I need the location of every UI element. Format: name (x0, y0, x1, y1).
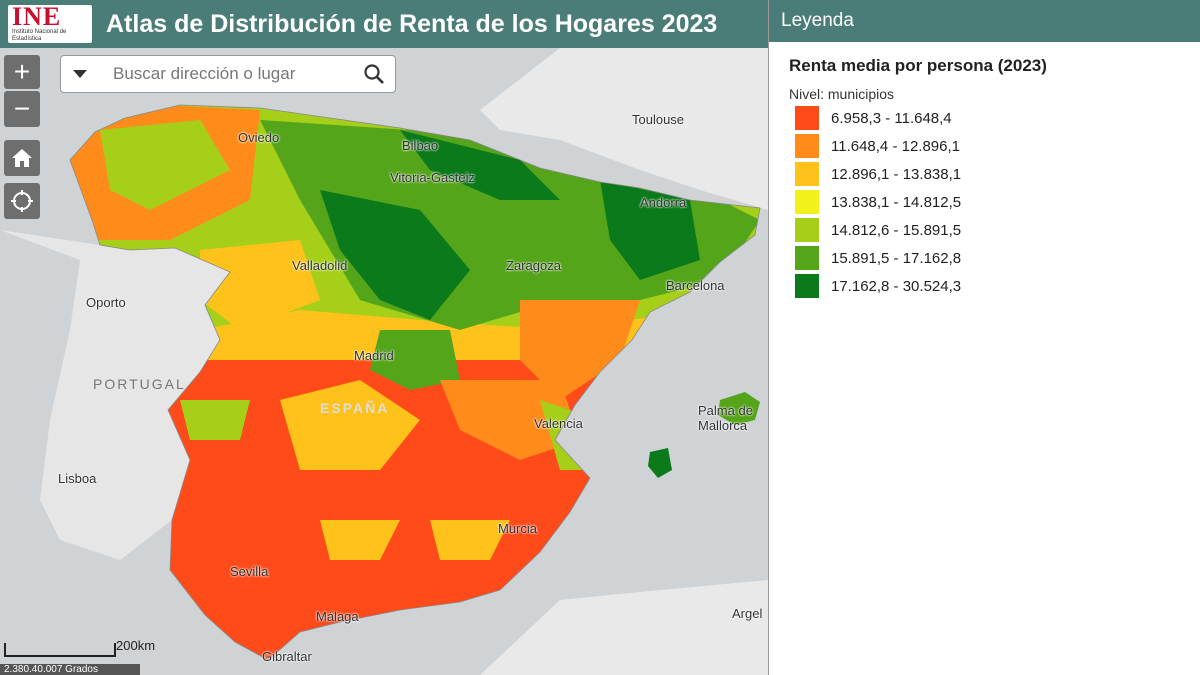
legend-row: 17.162,8 - 30.524,3 (795, 274, 1200, 298)
label-oviedo: Oviedo (238, 130, 280, 145)
legend-range-label: 13.838,1 - 14.812,5 (831, 193, 962, 211)
legend-swatch (795, 162, 819, 186)
legend-subtitle: Renta media por persona (2023) (789, 56, 1047, 75)
logo-text: INE (12, 2, 62, 31)
label-toulouse: Toulouse (632, 112, 685, 127)
map-view[interactable]: Oviedo Bilbao Vitoria-Gasteiz Toulouse A… (0, 48, 768, 675)
legend-range-label: 14.812,6 - 15.891,5 (831, 221, 962, 239)
legend-row: 11.648,4 - 12.896,1 (795, 134, 1200, 158)
label-andorra: Andorra (640, 195, 687, 210)
label-palma: Palma de Mallorca (698, 403, 753, 433)
search-box[interactable]: Buscar dirección o lugar (60, 55, 396, 93)
label-sevilla: Sevilla (230, 564, 269, 579)
legend-row: 13.838,1 - 14.812,5 (795, 190, 1200, 214)
legend-row: 14.812,6 - 15.891,5 (795, 218, 1200, 242)
scale-bar (4, 643, 116, 657)
label-valencia: Valencia (534, 416, 583, 431)
legend-title: Leyenda (769, 0, 1200, 42)
label-portugal: PORTUGAL (93, 376, 186, 392)
label-gibraltar: Gibraltar (262, 649, 312, 664)
legend-swatch (795, 246, 819, 270)
label-bilbao: Bilbao (402, 138, 439, 153)
search-icon[interactable] (363, 63, 385, 85)
coordinate-readout: 2.380.40.007 Grados (0, 664, 140, 675)
legend-range-label: 17.162,8 - 30.524,3 (831, 277, 962, 295)
zoom-in-button[interactable]: + (4, 55, 40, 89)
locate-button[interactable] (4, 183, 40, 219)
home-button[interactable] (4, 140, 40, 176)
zoom-out-button[interactable]: − (4, 91, 40, 127)
ine-logo[interactable]: INE Instituto Nacional de Estadística (8, 2, 92, 43)
legend-panel: Leyenda Renta media por persona (2023) N… (768, 0, 1200, 675)
scale-label: 200km (116, 638, 156, 653)
legend-classes: 6.958,3 - 11.648,4 11.648,4 - 12.896,1 12.… (769, 106, 1200, 298)
legend-row: 12.896,1 - 13.838,1 (795, 162, 1200, 186)
label-vitoria: Vitoria-Gasteiz (390, 170, 476, 185)
legend-swatch (795, 190, 819, 214)
label-argel: Argel (732, 606, 763, 621)
label-murcia: Murcia (498, 521, 538, 536)
label-zaragoza: Zaragoza (506, 258, 561, 273)
legend-swatch (795, 218, 819, 242)
legend-range-label: 6.958,3 - 11.648,4 (831, 109, 952, 127)
label-malaga: Málaga (316, 609, 359, 624)
legend-swatch (795, 274, 819, 298)
label-espana: ESPAÑA (320, 400, 390, 416)
search-input[interactable]: Buscar dirección o lugar (113, 64, 296, 83)
label-madrid: Madrid (354, 348, 394, 363)
legend-range-label: 11.648,4 - 12.896,1 (831, 137, 960, 155)
legend-swatch (795, 134, 819, 158)
map-svg (0, 48, 768, 675)
label-valladolid: Valladolid (292, 258, 348, 273)
legend-level: Nivel: municipios (789, 86, 895, 102)
page-title: Atlas de Distribución de Renta de los Ho… (106, 9, 718, 38)
logo-subtitle: Instituto Nacional de Estadística (12, 29, 67, 42)
label-barcelona: Barcelona (666, 278, 725, 293)
legend-row: 15.891,5 - 17.162,8 (795, 246, 1200, 270)
app-header: INE Instituto Nacional de Estadística At… (0, 0, 768, 48)
legend-swatch (795, 106, 819, 130)
home-icon (12, 149, 32, 167)
legend-row: 6.958,3 - 11.648,4 (795, 106, 1200, 130)
locate-icon (11, 190, 33, 212)
label-oporto: Oporto (86, 295, 126, 310)
legend-range-label: 12.896,1 - 13.838,1 (831, 165, 962, 183)
chevron-down-icon[interactable] (73, 70, 87, 78)
legend-range-label: 15.891,5 - 17.162,8 (831, 249, 962, 267)
label-lisboa: Lisboa (58, 471, 97, 486)
